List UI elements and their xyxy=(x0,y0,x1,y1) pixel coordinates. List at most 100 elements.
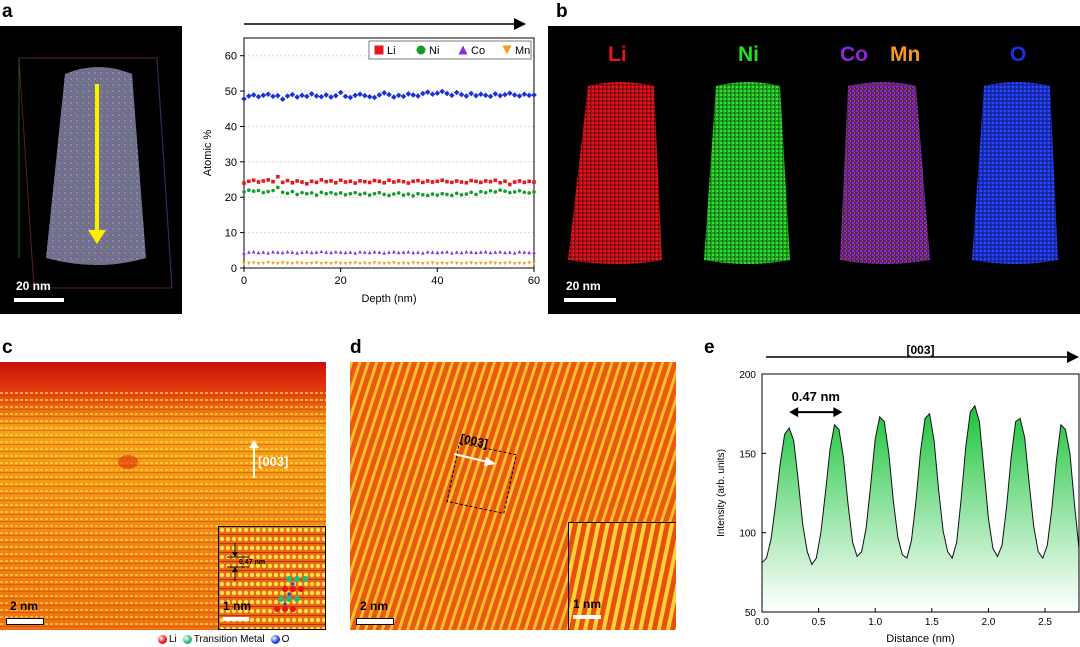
data-point xyxy=(358,192,362,197)
data-point xyxy=(241,96,247,102)
data-point xyxy=(334,261,338,265)
data-point xyxy=(329,250,333,255)
data-point xyxy=(498,261,502,266)
data-point xyxy=(387,250,391,254)
data-point xyxy=(242,261,246,266)
legend-marker xyxy=(458,45,468,55)
data-point xyxy=(314,261,319,265)
data-point xyxy=(343,250,348,255)
data-point xyxy=(517,189,522,193)
data-point xyxy=(508,261,512,265)
data-point xyxy=(512,261,517,266)
atom-legend-item: Transition Metal xyxy=(182,634,265,645)
data-point xyxy=(527,250,531,255)
data-point xyxy=(334,180,338,185)
data-point xyxy=(435,179,440,184)
data-point xyxy=(256,261,261,266)
data-point xyxy=(337,89,344,96)
data-point xyxy=(459,180,464,184)
data-point xyxy=(425,249,430,254)
data-point xyxy=(266,250,270,255)
data-point xyxy=(309,250,314,255)
arrow-head-icon xyxy=(514,18,526,30)
data-point xyxy=(464,192,469,196)
data-point xyxy=(329,179,333,183)
data-point xyxy=(367,261,372,266)
data-point xyxy=(522,190,527,195)
data-point xyxy=(256,180,261,184)
data-point xyxy=(251,249,256,254)
legend-item-mn: Mn xyxy=(502,45,530,57)
o-map xyxy=(972,82,1058,264)
series-li xyxy=(242,174,536,187)
data-point xyxy=(473,92,479,99)
data-point xyxy=(425,193,430,198)
y-tick-label: 100 xyxy=(739,529,756,540)
data-point xyxy=(531,92,537,98)
data-point xyxy=(444,90,450,97)
panel-d-label: d xyxy=(350,337,362,358)
data-point xyxy=(319,249,324,254)
data-point xyxy=(271,249,275,254)
y-tick-label: 30 xyxy=(225,157,237,169)
x-axis-label: Distance (nm) xyxy=(886,633,954,645)
data-point xyxy=(284,93,291,99)
data-point xyxy=(247,250,251,254)
data-point xyxy=(516,93,523,99)
data-point xyxy=(371,94,378,101)
data-point xyxy=(305,249,309,254)
legend-box xyxy=(368,40,532,60)
data-point xyxy=(357,91,363,98)
scale-bar-d xyxy=(356,618,394,625)
data-point xyxy=(348,250,353,254)
data-point xyxy=(381,90,387,96)
data-point xyxy=(338,178,343,183)
inset-scale-label-d: 1 nm xyxy=(573,597,602,611)
data-point xyxy=(464,180,469,185)
data-point xyxy=(459,250,464,255)
element-label-o: O xyxy=(1010,43,1027,66)
data-point xyxy=(338,250,343,254)
data-point xyxy=(372,261,377,265)
y-tick-label: 60 xyxy=(225,51,237,63)
data-point xyxy=(251,189,256,194)
arrow-head-icon xyxy=(1067,351,1079,363)
data-point xyxy=(246,93,252,99)
data-point xyxy=(469,190,473,195)
data-point xyxy=(279,96,286,103)
data-point xyxy=(348,261,353,266)
data-point xyxy=(434,90,441,96)
panel-b-label: b xyxy=(556,1,568,22)
scale-bar-label-c: 2 nm xyxy=(10,599,39,613)
data-point xyxy=(430,180,435,184)
data-point xyxy=(459,192,464,197)
data-point xyxy=(521,91,528,98)
data-point xyxy=(517,249,522,254)
data-point xyxy=(396,250,401,255)
y-tick-label: 0 xyxy=(231,263,237,275)
data-point xyxy=(483,190,488,195)
data-point xyxy=(290,180,295,185)
data-point xyxy=(329,190,333,195)
series-o xyxy=(241,88,537,103)
inset-spacing-label-c: 0.47 nm xyxy=(239,559,266,566)
data-point xyxy=(463,93,470,99)
data-point xyxy=(482,92,489,99)
legend-label: Li xyxy=(387,45,396,57)
data-point xyxy=(343,192,348,197)
data-point xyxy=(430,250,435,254)
data-point xyxy=(255,93,262,100)
inset-scale-bar-d xyxy=(573,615,601,619)
data-point xyxy=(522,180,527,185)
data-point xyxy=(295,250,299,255)
x-axis-label: Depth (nm) xyxy=(361,293,416,305)
data-point xyxy=(392,249,396,254)
x-tick-label: 0.5 xyxy=(812,617,826,628)
data-point xyxy=(416,261,420,266)
left-arrow-icon xyxy=(789,407,799,418)
data-point xyxy=(318,93,325,100)
data-point xyxy=(469,250,473,254)
data-point xyxy=(275,92,281,99)
data-point xyxy=(450,250,454,255)
data-point xyxy=(458,91,465,98)
